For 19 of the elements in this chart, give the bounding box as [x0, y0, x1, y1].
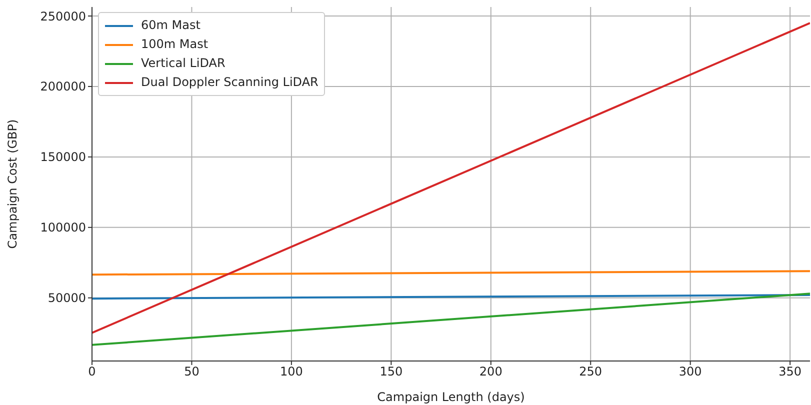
x-tick-label: 300 [678, 364, 702, 379]
legend-label: 100m Mast [141, 36, 208, 53]
legend-label: 60m Mast [141, 17, 200, 34]
x-tick-label: 0 [88, 364, 96, 379]
y-tick-label: 250000 [40, 9, 86, 24]
y-tick-label: 100000 [40, 220, 86, 235]
x-axis-title: Campaign Length (days) [377, 390, 525, 404]
y-tick-label: 150000 [40, 150, 86, 164]
legend-label: Dual Doppler Scanning LiDAR [141, 74, 318, 91]
legend-label: Vertical LiDAR [141, 55, 226, 72]
x-tick-label: 50 [184, 364, 200, 379]
y-axis-title: Campaign Cost (GBP) [5, 119, 20, 249]
x-tick-label: 150 [380, 364, 403, 379]
x-tick-label: 250 [579, 364, 602, 379]
x-tick-label: 100 [280, 364, 303, 379]
y-tick-label: 50000 [48, 291, 86, 306]
y-tick-label: 200000 [40, 80, 86, 94]
x-tick-label: 200 [479, 364, 502, 379]
x-tick-label: 350 [778, 364, 802, 379]
